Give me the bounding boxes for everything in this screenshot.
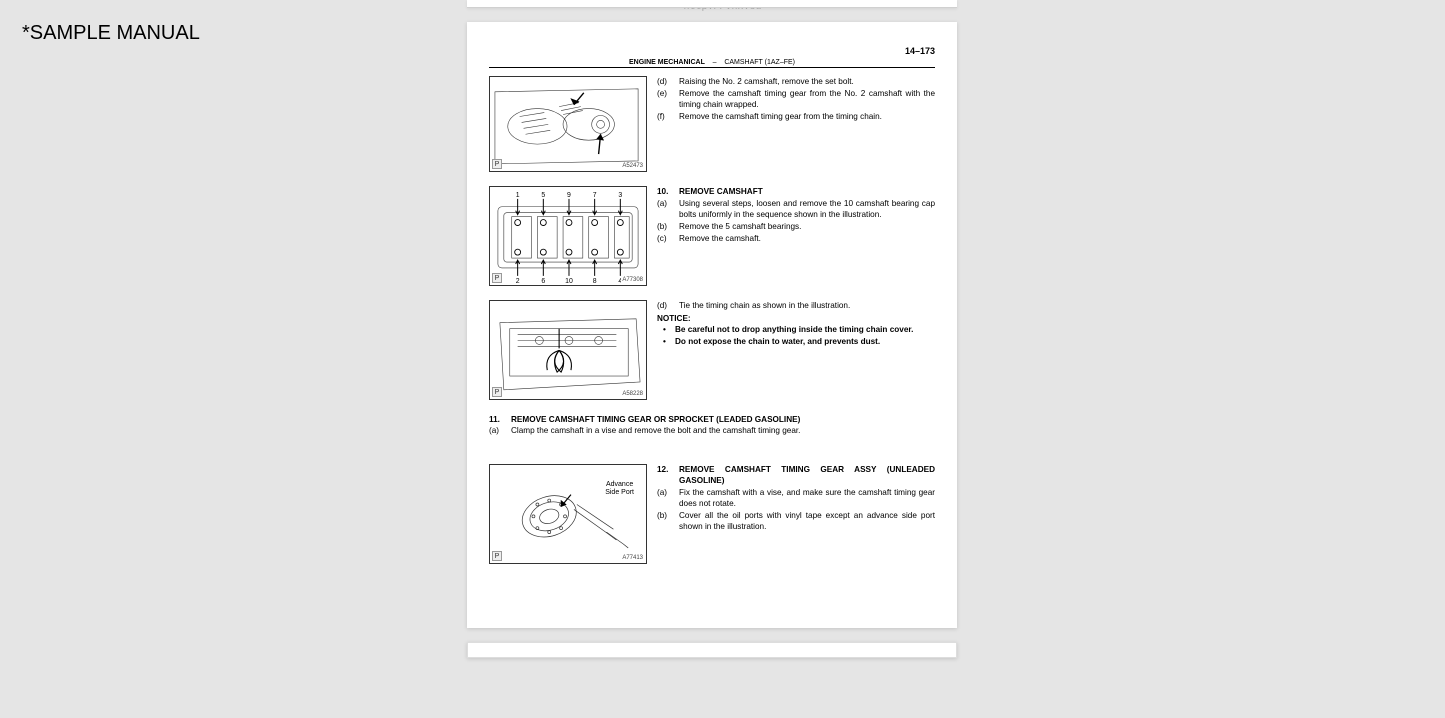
figure-5-marker: P	[492, 551, 502, 561]
s2-num: 10.	[657, 186, 679, 197]
notice-label: NOTICE:	[657, 313, 935, 324]
section-1-text: (d)Raising the No. 2 camshaft, remove th…	[657, 76, 935, 123]
page-number: 14–173	[905, 46, 935, 56]
s2-a-body: Using several steps, loosen and remove t…	[679, 198, 935, 220]
figure-1-illustration	[490, 77, 646, 172]
prev-page-edge	[467, 0, 957, 8]
s2-a-key: (a)	[657, 198, 679, 220]
header-section: ENGINE MECHANICAL	[629, 59, 705, 66]
figure-2: 15973 261084 P A77308	[489, 186, 647, 286]
svg-text:7: 7	[593, 192, 597, 199]
figure-1: P A52473	[489, 76, 647, 172]
bullet-1: Be careful not to drop anything inside t…	[675, 324, 935, 335]
s4-a-body: Clamp the camshaft in a vise and remove …	[511, 425, 935, 436]
bullet-dot-1: •	[663, 324, 675, 335]
next-page-edge	[467, 642, 957, 658]
s2-b-key: (b)	[657, 221, 679, 232]
s1-f-key: (f)	[657, 111, 679, 122]
s3-d-body: Tie the timing chain as shown in the ill…	[679, 300, 935, 311]
section-2-text: 10.REMOVE CAMSHAFT (a)Using several step…	[657, 186, 935, 245]
figure-3-id: A58228	[621, 391, 644, 397]
s1-e-body: Remove the camshaft timing gear from the…	[679, 88, 935, 110]
svg-text:2: 2	[516, 278, 520, 285]
s2-b-body: Remove the 5 camshaft bearings.	[679, 221, 935, 232]
manual-page: 14–173 ENGINE MECHANICAL – CAMSHAFT (1AZ…	[467, 22, 957, 628]
s1-d-body: Raising the No. 2 camshaft, remove the s…	[679, 76, 935, 87]
s5-title: REMOVE CAMSHAFT TIMING GEAR ASSY (UNLEAD…	[679, 464, 935, 486]
svg-text:3: 3	[618, 192, 622, 199]
figure-5: Advance Side Port P A77413	[489, 464, 647, 564]
bullet-dot-2: •	[663, 336, 675, 347]
svg-text:8: 8	[593, 278, 597, 285]
svg-text:1: 1	[516, 192, 520, 199]
section-3: P A58228 (d)Tie the timing chain as show…	[489, 300, 935, 400]
s1-f-body: Remove the camshaft timing gear from the…	[679, 111, 935, 122]
s2-c-key: (c)	[657, 233, 679, 244]
s2-c-body: Remove the camshaft.	[679, 233, 935, 244]
section-3-text: (d)Tie the timing chain as shown in the …	[657, 300, 935, 348]
figure-1-id: A52473	[621, 163, 644, 169]
advance-label-2: Side Port	[605, 489, 634, 496]
section-4: 11.REMOVE CAMSHAFT TIMING GEAR OR SPROCK…	[489, 414, 935, 436]
s3-d-key: (d)	[657, 300, 679, 311]
s5-a-body: Fix the camshaft with a vise, and make s…	[679, 487, 935, 509]
figure-3: P A58228	[489, 300, 647, 400]
s4-num: 11.	[489, 414, 511, 425]
svg-text:6: 6	[541, 278, 545, 285]
s1-e-key: (e)	[657, 88, 679, 110]
s4-title: REMOVE CAMSHAFT TIMING GEAR OR SPROCKET …	[511, 415, 800, 424]
section-1: P A52473 (d)Raising the No. 2 camshaft, …	[489, 76, 935, 172]
s5-num: 12.	[657, 464, 679, 486]
s2-title: REMOVE CAMSHAFT	[679, 186, 935, 197]
figure-5-id: A77413	[621, 555, 644, 561]
advance-port-label: Advance Side Port	[605, 481, 634, 496]
svg-text:9: 9	[567, 192, 571, 199]
s4-a-key: (a)	[489, 425, 511, 436]
section-5: Advance Side Port P A77413 12.REMOVE CAM…	[489, 464, 935, 564]
header-dash: –	[713, 59, 717, 66]
figure-2-id: A77308	[621, 277, 644, 283]
svg-text:5: 5	[541, 192, 545, 199]
section-2: 15973 261084 P A77308 10.REMOVE CAMSHAFT…	[489, 186, 935, 286]
sample-manual-label: *SAMPLE MANUAL	[22, 22, 200, 45]
s5-b-key: (b)	[657, 510, 679, 532]
s5-b-body: Cover all the oil ports with vinyl tape …	[679, 510, 935, 532]
advance-label-1: Advance	[606, 481, 633, 488]
figure-3-marker: P	[492, 387, 502, 397]
figure-3-illustration	[490, 301, 646, 400]
figure-2-illustration: 15973 261084	[490, 187, 646, 286]
header-sub: CAMSHAFT (1AZ–FE)	[724, 59, 795, 66]
page-container: 14–173 ENGINE MECHANICAL – CAMSHAFT (1AZ…	[467, 0, 957, 658]
svg-text:10: 10	[565, 278, 573, 285]
figure-2-marker: P	[492, 273, 502, 283]
s1-d-key: (d)	[657, 76, 679, 87]
figure-5-illustration	[490, 465, 646, 564]
s5-a-key: (a)	[657, 487, 679, 509]
header-title: ENGINE MECHANICAL – CAMSHAFT (1AZ–FE)	[629, 59, 795, 66]
section-5-text: 12.REMOVE CAMSHAFT TIMING GEAR ASSY (UNL…	[657, 464, 935, 533]
page-header: 14–173 ENGINE MECHANICAL – CAMSHAFT (1AZ…	[489, 52, 935, 68]
bullet-2: Do not expose the chain to water, and pr…	[675, 336, 935, 347]
figure-1-marker: P	[492, 159, 502, 169]
